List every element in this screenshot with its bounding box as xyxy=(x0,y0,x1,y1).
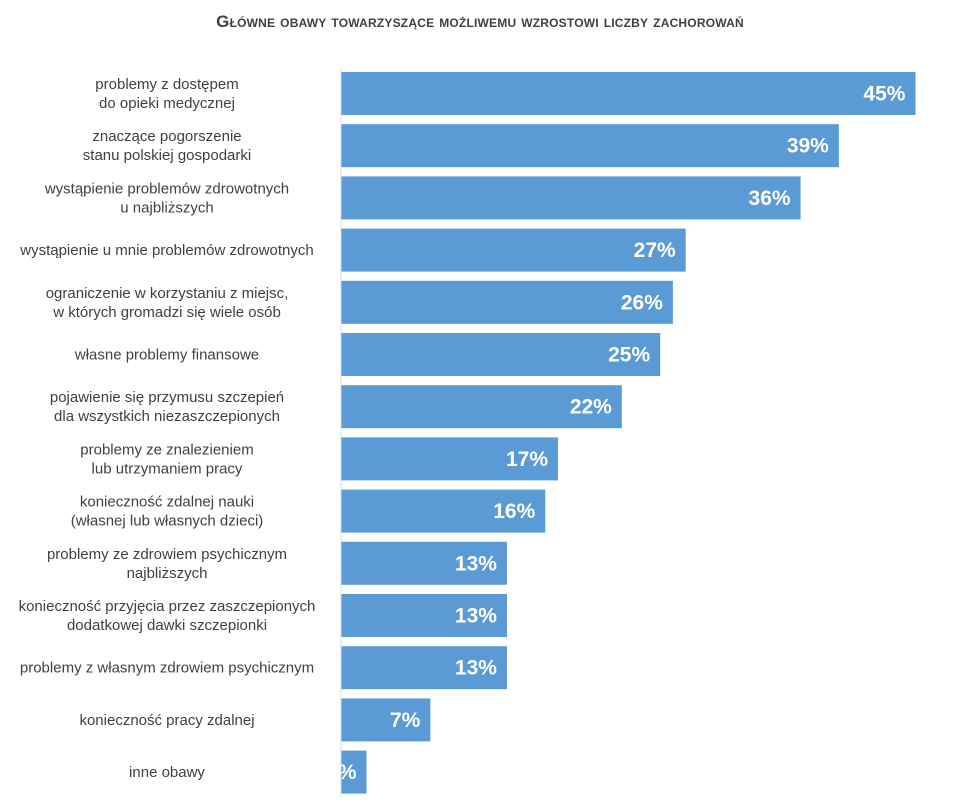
category-label-5: własne problemy finansowe xyxy=(74,347,259,364)
value-label-8: 16% xyxy=(493,500,535,523)
category-label-line: znaczące pogorszenie xyxy=(92,128,241,145)
bar-2 xyxy=(341,176,801,220)
value-label-3: 27% xyxy=(634,239,676,262)
category-label-line: najbliższych xyxy=(127,565,208,582)
value-label-2: 36% xyxy=(749,187,791,210)
category-label-line: ograniczenie w korzystaniu z miejsc, xyxy=(46,285,289,302)
category-label-line: lub utrzymaniem pracy xyxy=(92,460,243,477)
category-label-line: (własnej lub własnych dzieci) xyxy=(71,513,264,530)
category-label-3: wystąpienie u mnie problemów zdrowotnych xyxy=(19,242,313,259)
value-label-7: 17% xyxy=(506,448,548,471)
category-label-line: do opieki medycznej xyxy=(99,95,235,112)
category-label-13: inne obawy xyxy=(129,764,205,781)
category-label-4: ograniczenie w korzystaniu z miejsc, w kt… xyxy=(46,285,289,321)
value-label-9: 13% xyxy=(455,552,497,575)
category-label-line: problemy z dostępem xyxy=(95,76,238,93)
bar-13 xyxy=(341,750,367,794)
bar-12 xyxy=(341,698,431,742)
value-label-4: 26% xyxy=(621,291,663,314)
category-label-line: u najbliższych xyxy=(120,199,213,216)
bar-8 xyxy=(341,489,546,533)
bar-4 xyxy=(341,280,673,324)
bar-0 xyxy=(341,72,916,115)
category-label-8: konieczność zdalnej nauki (własnej lub wł… xyxy=(71,494,264,530)
value-label-12: 7% xyxy=(390,709,421,732)
value-label-1: 39% xyxy=(787,135,829,158)
value-label-0: 45% xyxy=(863,83,905,106)
category-label-line: wystąpienie problemów zdrowotnych xyxy=(44,180,289,197)
category-label-10: konieczność przyjęcia przez zaszczepiony… xyxy=(19,598,316,634)
value-label-11: 13% xyxy=(455,657,497,680)
category-label-9: problemy ze zdrowiem psychicznym najbliżs… xyxy=(47,546,287,582)
bar-10 xyxy=(341,594,507,637)
category-label-line: konieczność zdalnej nauki xyxy=(80,494,254,511)
value-label-6: 22% xyxy=(570,396,612,419)
category-label-line: problemy ze znalezieniem xyxy=(80,441,253,458)
bar-9 xyxy=(341,541,507,585)
category-label-line: problemy z własnym zdrowiem psychicznym xyxy=(20,660,314,677)
category-label-line: wystąpienie u mnie problemów zdrowotnych xyxy=(19,242,313,259)
bar-6 xyxy=(341,385,622,429)
bar-5 xyxy=(341,333,661,376)
category-label-11: problemy z własnym zdrowiem psychicznym xyxy=(20,660,314,677)
category-label-2: wystąpienie problemów zdrowotnych u najbl… xyxy=(44,180,289,216)
category-label-1: znaczące pogorszenie stanu polskiej gospo… xyxy=(83,128,251,164)
chart-title: Główne obawy towarzyszące możliwemu wzro… xyxy=(216,12,744,31)
bar-7 xyxy=(341,437,559,481)
category-label-line: konieczność pracy zdalnej xyxy=(79,712,254,729)
category-label-7: problemy ze znalezieniem lub utrzymaniem … xyxy=(80,441,253,477)
category-label-line: inne obawy xyxy=(129,764,205,781)
category-label-line: konieczność przyjęcia przez zaszczepiony… xyxy=(19,598,316,615)
category-label-line: stanu polskiej gospodarki xyxy=(83,147,251,164)
category-label-line: pojawienie się przymusu szczepień xyxy=(50,389,284,406)
bar-11 xyxy=(341,646,507,690)
category-label-line: problemy ze zdrowiem psychicznym xyxy=(47,546,287,563)
category-label-12: konieczność pracy zdalnej xyxy=(79,712,254,729)
category-label-line: własne problemy finansowe xyxy=(74,347,259,364)
bar-3 xyxy=(341,228,686,272)
value-label-10: 13% xyxy=(455,605,497,628)
bar-1 xyxy=(341,124,839,168)
category-label-0: problemy z dostępem do opieki medycznej xyxy=(95,76,238,112)
category-label-line: w których gromadzi się wiele osób xyxy=(52,304,281,321)
value-label-5: 25% xyxy=(608,344,650,367)
category-label-line: dodatkowej dawki szczepionki xyxy=(67,617,267,634)
category-label-line: dla wszystkich niezaszczepionych xyxy=(54,408,280,425)
value-label-13: 2% xyxy=(326,761,357,784)
category-label-6: pojawienie się przymusu szczepień dla wsz… xyxy=(50,389,284,425)
